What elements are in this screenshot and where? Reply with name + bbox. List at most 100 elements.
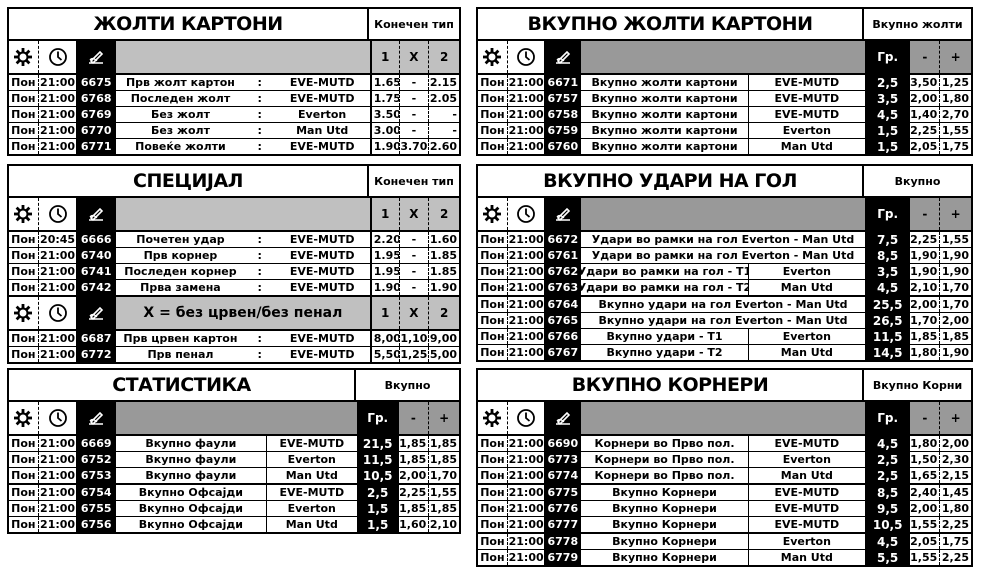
odds-over[interactable]: 1,90 — [941, 345, 970, 359]
odds-away[interactable]: - — [452, 107, 457, 121]
odds-under[interactable]: 1,90 — [910, 264, 941, 279]
odds-under[interactable]: 1,40 — [910, 107, 941, 122]
bet-row[interactable]: Пон 21:00 6675 Прв жолт картон: EVE-MUTD 1.65… — [9, 75, 459, 91]
odds-over[interactable]: 1,70 — [941, 297, 970, 311]
odds-under[interactable]: 2,40 — [910, 485, 941, 500]
bet-row[interactable]: Пон 21:00 6754 Вкупно Офсајди EVE-MUTD 2,5 2,2… — [9, 485, 459, 501]
odds-over[interactable]: 1,80 — [941, 501, 970, 515]
odds-over[interactable]: 1,85 — [429, 501, 457, 515]
odds-under[interactable]: 1,85 — [910, 329, 941, 344]
odds-home[interactable]: 1.95 — [369, 248, 400, 263]
bet-row[interactable]: Пон 21:00 6760 Вкупно жолти картони Man Utd 1… — [478, 139, 971, 154]
bet-row[interactable]: Пон 21:00 6778 Вкупно Корнери Everton 4,5 2,05… — [478, 534, 971, 550]
bet-row[interactable]: Пон 21:00 6758 Вкупно жолти картони EVE-MUTD… — [478, 107, 971, 123]
bet-row[interactable]: Пон 21:00 6776 Вкупно Корнери EVE-MUTD 9,5 2,0… — [478, 501, 971, 517]
odds-away[interactable]: 1.90 — [429, 280, 457, 294]
odds-over[interactable]: 1,70 — [429, 468, 457, 482]
odds-over[interactable]: 2,30 — [941, 452, 970, 466]
bet-row[interactable]: Пон 21:00 6672 Удари во рамки на гол Everto… — [478, 232, 971, 248]
bet-row[interactable]: Пон 21:00 6757 Вкупно жолти картони EVE-MUTD… — [478, 91, 971, 107]
odds-under[interactable]: 2,05 — [910, 534, 941, 549]
bet-row[interactable]: Пон 21:00 6767 Вкупно удари - Т2 Man Utd 14,5… — [478, 345, 971, 360]
odds-draw[interactable]: - — [400, 107, 430, 122]
odds-away[interactable]: 2.60 — [429, 139, 457, 153]
odds-under[interactable]: 1,50 — [910, 452, 941, 467]
bet-row[interactable]: Пон 21:00 6759 Вкупно жолти картони Everton 1… — [478, 123, 971, 139]
odds-under[interactable]: 1,80 — [910, 436, 941, 451]
bet-row[interactable]: Пон 21:00 6769 Без жолт: Everton 3.50- - — [9, 107, 459, 123]
odds-draw[interactable]: 1,10 — [400, 331, 430, 346]
bet-row[interactable]: Пон 21:00 6773 Корнери во Прво пол. Everton 2… — [478, 452, 971, 468]
bet-row[interactable]: Пон 21:00 6755 Вкупно Офсајди Everton 1,5 1,85… — [9, 501, 459, 517]
odds-draw[interactable]: 3.70 — [400, 139, 430, 154]
bet-row[interactable]: Пон 21:00 6766 Вкупно удари - Т1 Everton 11,5… — [478, 329, 971, 345]
odds-draw[interactable]: - — [400, 75, 430, 90]
odds-under[interactable]: 2,25 — [910, 123, 941, 138]
odds-over[interactable]: 1,55 — [429, 485, 457, 499]
odds-over[interactable]: 2,25 — [941, 517, 970, 531]
odds-home[interactable]: 3.50 — [369, 107, 400, 122]
odds-under[interactable]: 2,25 — [910, 232, 941, 247]
odds-away[interactable]: 2.05 — [429, 91, 457, 105]
bet-row[interactable]: Пон 21:00 6753 Вкупно фаули Man Utd 10,5 2,00 1… — [9, 468, 459, 485]
odds-home[interactable]: 1.65 — [369, 75, 400, 90]
bet-row[interactable]: Пон 21:00 6740 Прв корнер: EVE-MUTD 1.95-1.85 — [9, 248, 459, 264]
bet-row[interactable]: Пон 21:00 6772 Прв пенал: EVE-MUTD 5,50 1,25 5,… — [9, 347, 459, 362]
odds-home[interactable]: 1.75 — [369, 91, 400, 106]
odds-over[interactable]: 1,55 — [941, 123, 970, 137]
odds-home[interactable]: 2.20 — [369, 232, 400, 247]
odds-under[interactable]: 2,05 — [910, 139, 941, 154]
odds-under[interactable]: 1,85 — [399, 452, 430, 467]
odds-under[interactable]: 1,85 — [399, 436, 430, 451]
odds-under[interactable]: 3,50 — [910, 75, 941, 90]
odds-over[interactable]: 2,25 — [941, 550, 970, 564]
bet-row[interactable]: Пон 21:00 6687 Прв црвен картон: EVE-MUTD 8,0… — [9, 331, 459, 347]
odds-under[interactable]: 1,90 — [910, 248, 941, 263]
bet-row[interactable]: Пон 21:00 6671 Вкупно жолти картони EVE-MUTD… — [478, 75, 971, 91]
bet-row[interactable]: Пон 21:00 6774 Корнери во Прво пол. Man Utd 2… — [478, 468, 971, 485]
odds-under[interactable]: 2,10 — [910, 280, 941, 295]
bet-row[interactable]: Пон 21:00 6765 Вкупно удари на гол Everton … — [478, 313, 971, 329]
odds-home[interactable]: 1.90 — [369, 280, 400, 295]
odds-over[interactable]: 2,15 — [941, 468, 970, 482]
bet-row[interactable]: Пон 21:00 6777 Вкупно Корнери EVE-MUTD 10,5 1,… — [478, 517, 971, 534]
odds-draw[interactable]: - — [400, 248, 430, 263]
odds-over[interactable]: 1,45 — [941, 485, 970, 499]
odds-over[interactable]: 1,85 — [429, 436, 457, 450]
odds-under[interactable]: 1,85 — [399, 501, 430, 516]
odds-home[interactable]: 3.00 — [369, 123, 400, 138]
odds-draw[interactable]: - — [400, 264, 430, 279]
bet-row[interactable]: Пон 21:00 6770 Без жолт: Man Utd 3.00- - — [9, 123, 459, 139]
odds-under[interactable]: 2,00 — [910, 501, 941, 516]
odds-away[interactable]: - — [452, 123, 457, 137]
odds-under[interactable]: 2,00 — [910, 91, 941, 106]
odds-over[interactable]: 1,80 — [941, 91, 970, 105]
odds-under[interactable]: 1,70 — [910, 313, 941, 328]
odds-away[interactable]: 1.85 — [429, 248, 457, 262]
odds-over[interactable]: 2,70 — [941, 107, 970, 121]
odds-away[interactable]: 5,00 — [429, 347, 457, 361]
bet-row[interactable]: Пон 20:45 6666 Почетен удар: EVE-MUTD 2.20-1.… — [9, 232, 459, 248]
bet-row[interactable]: Пон 21:00 6669 Вкупно фаули EVE-MUTD 21,5 1,85… — [9, 436, 459, 452]
odds-over[interactable]: 1,25 — [941, 75, 970, 89]
odds-draw[interactable]: - — [400, 280, 430, 295]
odds-draw[interactable]: 1,25 — [400, 347, 430, 362]
odds-draw[interactable]: - — [400, 232, 430, 247]
odds-over[interactable]: 2,00 — [941, 313, 970, 327]
bet-row[interactable]: Пон 21:00 6752 Вкупно фаули Everton 11,5 1,85 1… — [9, 452, 459, 468]
odds-under[interactable]: 1,55 — [910, 517, 941, 532]
odds-over[interactable]: 2,10 — [429, 517, 457, 531]
odds-under[interactable]: 1,55 — [910, 550, 941, 565]
bet-row[interactable]: Пон 21:00 6763 Удари во рамки на гол - Т2 Ma… — [478, 280, 971, 297]
bet-row[interactable]: Пон 21:00 6779 Вкупно Корнери Man Utd 5,5 1,55… — [478, 550, 971, 565]
odds-draw[interactable]: - — [400, 123, 430, 138]
odds-under[interactable]: 2,25 — [399, 485, 430, 500]
odds-over[interactable]: 2,00 — [941, 436, 970, 450]
odds-over[interactable]: 1,85 — [429, 452, 457, 466]
bet-row[interactable]: Пон 21:00 6761 Удари во рамки на гол Everto… — [478, 248, 971, 264]
odds-away[interactable]: 1.60 — [429, 232, 457, 246]
odds-over[interactable]: 1,90 — [941, 248, 970, 262]
odds-home[interactable]: 1.95 — [369, 264, 400, 279]
bet-row[interactable]: Пон 21:00 6771 Повеќе жолти: EVE-MUTD 1.90 3.7… — [9, 139, 459, 154]
odds-home[interactable]: 5,50 — [369, 347, 400, 362]
